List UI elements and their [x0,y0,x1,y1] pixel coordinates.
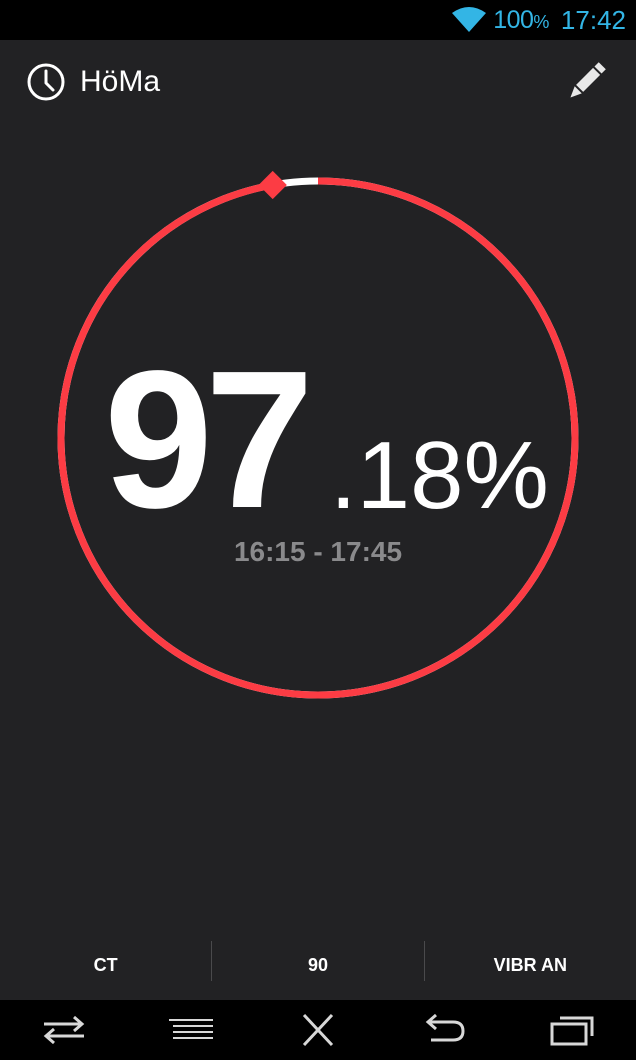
swap-icon [43,1015,84,1045]
action-bar: CT 90 VIBR AN [0,932,636,998]
battery-level: 100% [493,5,549,34]
divider [211,941,213,981]
wifi-icon [452,7,487,32]
action-ct-button[interactable]: CT [93,954,118,975]
app-title: HöMa [80,65,161,98]
ring-marker [258,170,287,200]
status-time: 17:42 [560,4,626,35]
progress-ring-svg [57,170,579,699]
status-indicators: 100% 17:42 [451,0,626,40]
close-x-icon [302,1013,334,1047]
app-bar: HöMa [0,40,636,122]
time-range: 16:15 - 17:45 [233,536,403,567]
pencil-icon [570,62,606,98]
progress-ring [0,122,636,762]
menu-lines-icon [168,1019,213,1039]
swap-button[interactable] [34,1005,94,1055]
recent-apps-button[interactable] [542,1005,602,1055]
recent-apps-icon [550,1016,594,1046]
progress-value-integer: 97 [104,330,314,549]
divider [423,941,425,981]
back-button[interactable] [415,1005,475,1055]
progress-value: 97 .18% [0,330,636,549]
clock-icon[interactable] [24,60,68,104]
close-button[interactable] [288,1005,348,1055]
progress-value-fraction: .18% [330,422,549,529]
status-bar: 100% 17:42 [0,0,636,40]
back-icon [425,1013,465,1042]
nav-bar [0,1000,636,1060]
action-90-button[interactable]: 90 [307,954,328,975]
menu-button[interactable] [161,1005,221,1055]
ring-fill [57,177,579,699]
action-vibr-button[interactable]: VIBR AN [493,954,567,975]
edit-button[interactable] [558,54,614,110]
